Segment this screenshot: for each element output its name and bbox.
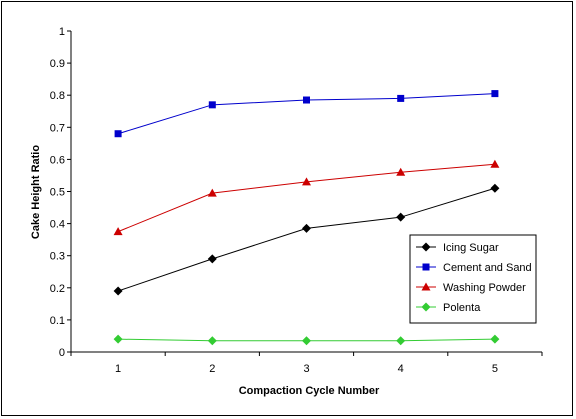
legend-label: Icing Sugar — [443, 242, 499, 254]
y-tick-label: 0.1 — [50, 315, 65, 327]
legend-swatch-marker — [422, 263, 430, 271]
legend: Icing Sugar Cement and Sand Washing Powder… — [409, 234, 537, 324]
data-point-washing-powder — [207, 188, 217, 197]
series-line-washing-powder — [117, 163, 495, 233]
legend-label: Polenta — [443, 302, 481, 314]
data-point-cement-and-sand — [397, 94, 405, 102]
data-point-polenta — [207, 336, 217, 346]
x-tick-label: 1 — [115, 363, 121, 375]
legend-swatch-marker — [421, 302, 431, 312]
series-polenta — [113, 334, 500, 346]
x-tick-label: 3 — [303, 363, 309, 375]
data-point-polenta — [396, 336, 406, 346]
series-icing-sugar — [113, 183, 500, 296]
y-axis-ticks: 0 0.1 0.2 0.3 0.4 0.5 0.6 0.7 0.8 0.9 1 — [50, 26, 71, 359]
x-tick-label: 5 — [492, 363, 498, 375]
series-layer — [113, 90, 500, 346]
legend-box — [409, 234, 537, 324]
y-axis-title: Cake Height Ratio — [30, 145, 42, 239]
data-point-washing-powder — [396, 167, 406, 176]
data-point-polenta — [113, 334, 123, 344]
legend-item-polenta: Polenta — [416, 302, 481, 314]
data-point-cement-and-sand — [491, 90, 499, 98]
data-point-icing-sugar — [113, 286, 123, 296]
legend-label: Cement and Sand — [443, 262, 532, 274]
data-point-polenta — [490, 334, 500, 344]
series-cement-and-sand — [114, 90, 499, 138]
data-point-washing-powder — [302, 177, 311, 186]
y-tick-label: 0.9 — [50, 58, 65, 70]
legend-swatch-marker — [421, 242, 431, 252]
x-tick-label: 4 — [398, 363, 404, 375]
y-tick-label: 0.6 — [50, 154, 65, 166]
y-tick-label: 1 — [59, 26, 65, 38]
y-tick-label: 0 — [59, 347, 65, 359]
data-point-cement-and-sand — [114, 130, 122, 138]
y-tick-label: 0.3 — [50, 251, 65, 263]
data-point-icing-sugar — [396, 212, 406, 222]
legend-item-cement-and-sand: Cement and Sand — [416, 262, 532, 274]
series-washing-powder — [113, 159, 500, 236]
data-point-icing-sugar — [490, 183, 500, 193]
y-tick-label: 0.7 — [50, 122, 65, 134]
data-point-cement-and-sand — [208, 101, 216, 109]
legend-item-washing-powder: Washing Powder — [416, 282, 526, 294]
data-point-washing-powder — [113, 227, 123, 236]
y-tick-label: 0.5 — [50, 187, 65, 199]
data-point-cement-and-sand — [303, 96, 310, 104]
legend-label: Washing Powder — [443, 282, 526, 294]
legend-item-icing-sugar: Icing Sugar — [416, 242, 499, 254]
y-tick-label: 0.8 — [50, 90, 65, 102]
data-point-icing-sugar — [207, 254, 217, 264]
x-tick-label: 2 — [209, 363, 215, 375]
data-point-polenta — [302, 336, 311, 346]
data-point-icing-sugar — [302, 223, 311, 233]
legend-swatch-marker — [421, 282, 431, 291]
x-axis-title: Compaction Cycle Number — [239, 385, 380, 397]
y-tick-label: 0.4 — [50, 219, 65, 231]
y-tick-label: 0.2 — [50, 283, 65, 295]
x-axis-ticks: 1 2 3 4 5 — [70, 352, 543, 375]
data-point-washing-powder — [490, 159, 500, 168]
